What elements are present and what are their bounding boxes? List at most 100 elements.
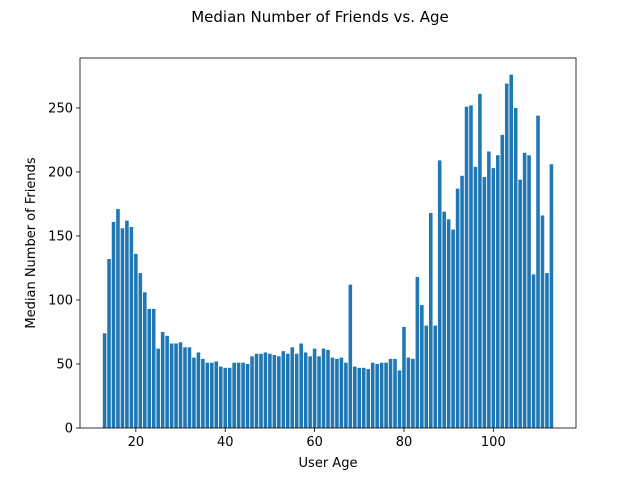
bar-age-66 — [339, 357, 344, 428]
bar-age-64 — [330, 357, 335, 428]
bar-age-44 — [241, 362, 245, 428]
bar-age-55 — [290, 347, 295, 428]
x-tick-label: 40 — [217, 435, 234, 450]
bar-age-22 — [143, 292, 147, 428]
bar-age-13 — [102, 333, 107, 428]
bar-age-40 — [223, 367, 228, 428]
bar-age-90 — [446, 219, 451, 428]
bar-age-46 — [250, 356, 254, 428]
bar-age-20 — [134, 253, 138, 428]
bar-age-108 — [527, 155, 531, 429]
bar-age-39 — [218, 366, 223, 428]
bar-age-82 — [411, 358, 415, 428]
bar-age-94 — [464, 106, 469, 429]
bar-age-29 — [174, 343, 178, 428]
bar-age-63 — [326, 349, 330, 428]
bar-age-107 — [522, 152, 527, 429]
bar-age-25 — [156, 348, 160, 428]
bar-age-32 — [187, 347, 192, 428]
bar-age-67 — [344, 362, 348, 428]
bar-age-85 — [424, 325, 429, 428]
bar-age-112 — [545, 273, 549, 428]
bar-age-76 — [384, 362, 388, 428]
y-tick-label: 50 — [56, 357, 73, 372]
bar-age-106 — [518, 179, 522, 428]
bar-age-37 — [210, 362, 214, 428]
bar-age-103 — [504, 83, 509, 429]
bar-age-26 — [160, 331, 165, 428]
bar-age-50 — [268, 353, 272, 428]
bar-age-71 — [361, 367, 366, 428]
bar-age-72 — [366, 369, 370, 428]
bar-age-19 — [129, 227, 134, 428]
bar-age-60 — [312, 348, 317, 428]
bar-age-49 — [263, 352, 268, 428]
bar-age-21 — [138, 273, 143, 428]
x-tick-label: 100 — [481, 435, 506, 450]
bar-age-48 — [259, 353, 263, 428]
bar-age-43 — [236, 362, 241, 428]
bar-age-99 — [487, 151, 491, 428]
bar-age-15 — [111, 221, 116, 428]
x-tick-label: 60 — [306, 435, 323, 450]
bar-age-73 — [370, 362, 375, 428]
bar-age-61 — [317, 356, 321, 428]
bar-age-87 — [433, 325, 438, 428]
bar-age-23 — [147, 308, 152, 428]
bar-age-104 — [509, 74, 513, 428]
bar-age-79 — [397, 370, 402, 428]
bar-age-45 — [245, 363, 250, 428]
bar-age-83 — [415, 276, 420, 428]
y-tick-label: 200 — [48, 165, 73, 180]
bar-age-54 — [286, 353, 290, 428]
bar-age-65 — [335, 358, 339, 428]
bar-age-92 — [455, 188, 460, 428]
bar-age-14 — [107, 259, 111, 428]
bar-age-47 — [254, 353, 259, 428]
bar-age-97 — [478, 93, 482, 428]
y-axis-label: Median Number of Friends — [24, 157, 39, 328]
bar-age-42 — [232, 362, 236, 428]
bar-age-62 — [321, 348, 326, 428]
bar-age-38 — [214, 361, 219, 428]
bar-age-95 — [469, 105, 473, 429]
bar-age-88 — [437, 160, 442, 429]
bar-age-27 — [165, 335, 169, 428]
bar-age-30 — [178, 342, 183, 428]
bar-age-31 — [183, 347, 187, 428]
bar-age-93 — [460, 175, 464, 428]
plot-area — [102, 74, 554, 429]
bar-age-100 — [491, 168, 496, 428]
bar-age-84 — [420, 305, 424, 428]
plot-frame — [79, 57, 577, 429]
bar-age-35 — [201, 358, 205, 428]
bar-age-36 — [205, 362, 210, 428]
y-tick-label: 250 — [48, 101, 73, 116]
bar-age-58 — [303, 352, 308, 428]
bar-age-17 — [120, 228, 125, 428]
x-axis-label: User Age — [299, 456, 358, 471]
bar-age-53 — [281, 351, 286, 428]
bar-age-86 — [428, 212, 433, 428]
bar-age-102 — [500, 134, 505, 428]
bar-age-68 — [348, 284, 353, 428]
bar-age-74 — [375, 363, 379, 428]
bar-age-96 — [473, 166, 478, 428]
bar-age-33 — [192, 357, 196, 428]
bar-age-70 — [357, 367, 362, 428]
bar-age-56 — [294, 353, 299, 428]
x-tick-label: 20 — [128, 435, 145, 450]
y-tick-label: 150 — [48, 229, 73, 244]
y-tick-label: 100 — [48, 293, 73, 308]
bar-age-34 — [196, 352, 201, 428]
bar-age-105 — [513, 107, 518, 429]
bar-age-81 — [406, 357, 411, 428]
bar-age-24 — [151, 308, 156, 428]
bar-age-69 — [353, 366, 357, 428]
bar-age-16 — [116, 209, 120, 428]
chart-title: Median Number of Friends vs. Age — [191, 8, 449, 26]
bar-age-113 — [549, 164, 554, 428]
y-tick-label: 0 — [65, 422, 73, 437]
bar-age-57 — [299, 343, 303, 428]
